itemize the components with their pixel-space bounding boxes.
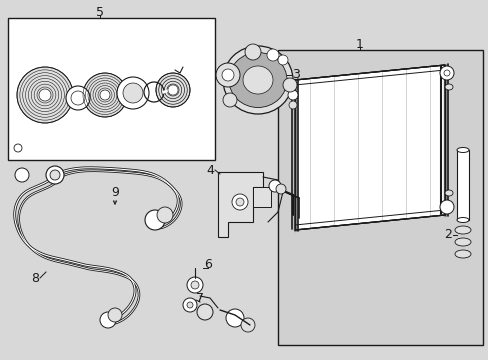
Bar bbox=[278, 50, 482, 345]
Circle shape bbox=[17, 67, 73, 123]
Circle shape bbox=[439, 66, 453, 80]
Circle shape bbox=[100, 90, 110, 100]
Ellipse shape bbox=[228, 53, 286, 108]
Circle shape bbox=[156, 73, 190, 107]
Bar bbox=[252, 187, 270, 207]
Circle shape bbox=[66, 86, 90, 110]
Bar bbox=[8, 18, 215, 160]
Circle shape bbox=[287, 90, 297, 100]
Circle shape bbox=[14, 144, 22, 152]
Circle shape bbox=[83, 73, 127, 117]
Circle shape bbox=[71, 91, 85, 105]
Ellipse shape bbox=[454, 238, 470, 246]
Circle shape bbox=[222, 69, 234, 81]
Text: 3: 3 bbox=[291, 68, 299, 81]
Circle shape bbox=[191, 281, 199, 289]
Circle shape bbox=[46, 166, 64, 184]
Circle shape bbox=[186, 277, 203, 293]
Text: 7: 7 bbox=[196, 292, 203, 305]
Circle shape bbox=[216, 63, 240, 87]
Circle shape bbox=[186, 302, 193, 308]
Circle shape bbox=[244, 44, 261, 60]
Circle shape bbox=[231, 194, 247, 210]
Circle shape bbox=[278, 55, 287, 65]
Text: 8: 8 bbox=[31, 271, 39, 284]
Circle shape bbox=[225, 309, 244, 327]
Circle shape bbox=[443, 70, 449, 76]
Circle shape bbox=[439, 200, 453, 214]
Circle shape bbox=[223, 93, 237, 107]
Circle shape bbox=[197, 304, 213, 320]
Polygon shape bbox=[294, 65, 444, 230]
Ellipse shape bbox=[243, 66, 272, 94]
Circle shape bbox=[268, 180, 281, 192]
Circle shape bbox=[50, 170, 60, 180]
Ellipse shape bbox=[454, 250, 470, 258]
Circle shape bbox=[157, 207, 173, 223]
Circle shape bbox=[275, 184, 285, 194]
Circle shape bbox=[241, 318, 254, 332]
Text: 2: 2 bbox=[443, 229, 451, 242]
Circle shape bbox=[266, 49, 279, 61]
Circle shape bbox=[183, 298, 197, 312]
Ellipse shape bbox=[444, 84, 452, 90]
Circle shape bbox=[123, 83, 142, 103]
Circle shape bbox=[168, 85, 178, 95]
Ellipse shape bbox=[456, 217, 468, 222]
Circle shape bbox=[117, 77, 149, 109]
Ellipse shape bbox=[223, 46, 292, 114]
Ellipse shape bbox=[444, 190, 452, 196]
Text: 4: 4 bbox=[205, 163, 214, 176]
Text: 5: 5 bbox=[96, 5, 104, 18]
Polygon shape bbox=[218, 172, 263, 237]
Ellipse shape bbox=[456, 148, 468, 153]
Circle shape bbox=[108, 308, 122, 322]
Circle shape bbox=[15, 168, 29, 182]
Text: 1: 1 bbox=[355, 37, 363, 50]
Circle shape bbox=[145, 210, 164, 230]
Circle shape bbox=[39, 89, 51, 101]
Ellipse shape bbox=[454, 226, 470, 234]
Circle shape bbox=[100, 312, 116, 328]
Text: 6: 6 bbox=[203, 258, 211, 271]
Circle shape bbox=[283, 78, 296, 92]
Bar bbox=[456, 150, 468, 220]
Text: 9: 9 bbox=[111, 186, 119, 199]
Circle shape bbox=[236, 198, 244, 206]
Circle shape bbox=[288, 101, 296, 109]
